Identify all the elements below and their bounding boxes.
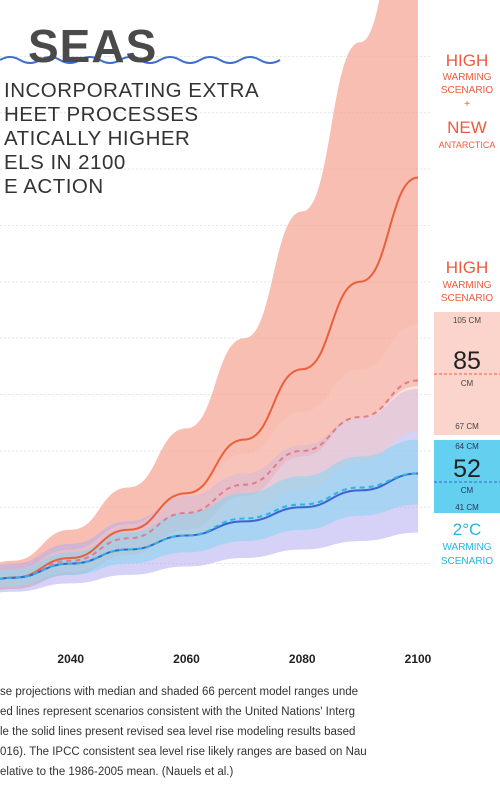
caption-line-2: ed lines represent scenarios consistent … — [0, 706, 356, 718]
high-ipcc-upper-label: 105 CM — [453, 316, 481, 325]
median-line-high-new — [0, 176, 419, 580]
title-wave — [0, 56, 281, 64]
high-ipcc-line3: SCENARIO — [441, 293, 493, 304]
high-new-line4: ANTARCTICA — [439, 140, 496, 150]
high-new-head2: NEW — [447, 118, 487, 137]
high-ipcc-median-label: 85 — [453, 347, 481, 375]
twoc-line3: SCENARIO — [441, 556, 493, 567]
caption-line-5: elative to the 1986-2005 mean. (Nauels e… — [0, 766, 234, 778]
high-new-line3: SCENARIO — [441, 85, 493, 96]
subtitle-line-4: ELS IN 2100 — [4, 151, 126, 174]
high-ipcc-line2: WARMING — [442, 280, 491, 291]
twoc-head: 2°C — [453, 520, 482, 539]
caption-line-3: le the solid lines present revised sea l… — [0, 726, 356, 738]
high-new-plus: + — [464, 99, 470, 110]
median-line-twoc-new — [0, 472, 419, 580]
high-new-head: HIGH — [446, 51, 489, 70]
chart-title: SEAS — [28, 20, 157, 72]
x-tick-2040: 2040 — [57, 652, 84, 666]
caption-line-4: 016). The IPCC consistent sea level rise… — [0, 746, 367, 758]
x-tick-2100: 2100 — [405, 652, 432, 666]
high-ipcc-unit: CM — [461, 379, 474, 388]
high-ipcc-lower-label: 67 CM — [455, 422, 479, 431]
caption-line-1: se projections with median and shaded 66… — [0, 686, 359, 698]
band-twoc-ipcc — [0, 439, 418, 588]
twoc-ipcc-upper-label: 64 CM — [455, 442, 479, 451]
twoc-ipcc-range-box — [434, 440, 500, 513]
subtitle-line-3: ATICALLY HIGHER — [4, 127, 190, 150]
subtitle-line-1: INCORPORATING EXTRA — [4, 79, 259, 102]
subtitle-line-5: E ACTION — [4, 175, 104, 198]
x-tick-2060: 2060 — [173, 652, 200, 666]
subtitle-line-2: HEET PROCESSES — [4, 103, 199, 126]
twoc-ipcc-lower-label: 41 CM — [455, 503, 479, 512]
sea-level-chart: SEAS INCORPORATING EXTRA HEET PROCESSES … — [0, 0, 500, 666]
twoc-ipcc-unit: CM — [461, 486, 474, 495]
twoc-ipcc-median-label: 52 — [453, 455, 481, 483]
twoc-line2: WARMING — [442, 542, 491, 553]
high-new-line2: WARMING — [442, 72, 491, 83]
figure-caption: se projections with median and shaded 66… — [0, 682, 500, 782]
x-axis-ticks: 2040 2060 2080 2100 — [57, 652, 431, 666]
high-ipcc-head: HIGH — [446, 258, 489, 277]
x-tick-2080: 2080 — [289, 652, 316, 666]
range-bands — [0, 0, 418, 593]
median-lines — [0, 176, 419, 580]
